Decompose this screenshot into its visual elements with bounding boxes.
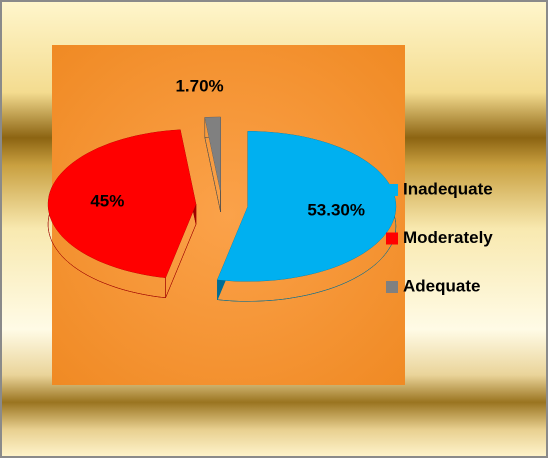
legend-swatch xyxy=(386,281,398,293)
legend-swatch xyxy=(386,232,398,245)
legend-swatch xyxy=(386,184,398,196)
pie-slice xyxy=(204,117,221,192)
data-label: 1.70% xyxy=(175,77,223,96)
legend-label: Moderately xyxy=(403,228,493,247)
data-label: 45% xyxy=(90,192,124,211)
pie-slice xyxy=(217,131,396,282)
data-label: 53.30% xyxy=(307,200,365,219)
legend-label: Inadequate xyxy=(403,179,493,198)
legend-label: Adequate xyxy=(403,276,480,295)
pie-slice xyxy=(48,129,196,278)
